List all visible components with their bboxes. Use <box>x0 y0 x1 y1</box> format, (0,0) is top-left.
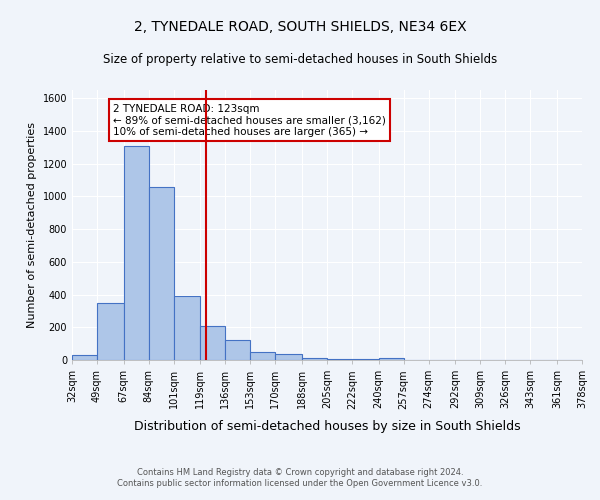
Text: Size of property relative to semi-detached houses in South Shields: Size of property relative to semi-detach… <box>103 52 497 66</box>
Bar <box>275 354 302 360</box>
Text: 2 TYNEDALE ROAD: 123sqm
← 89% of semi-detached houses are smaller (3,162)
10% of: 2 TYNEDALE ROAD: 123sqm ← 89% of semi-de… <box>113 104 386 136</box>
Y-axis label: Number of semi-detached properties: Number of semi-detached properties <box>27 122 37 328</box>
Bar <box>327 359 352 360</box>
Bar <box>352 359 379 360</box>
Bar <box>250 352 275 360</box>
Text: 2, TYNEDALE ROAD, SOUTH SHIELDS, NE34 6EX: 2, TYNEDALE ROAD, SOUTH SHIELDS, NE34 6E… <box>134 20 466 34</box>
Bar <box>200 326 225 360</box>
Bar <box>379 358 404 360</box>
Bar <box>124 146 149 360</box>
Bar <box>302 358 327 360</box>
Bar <box>149 188 174 360</box>
Bar <box>72 355 97 360</box>
Bar <box>97 302 124 360</box>
Bar <box>174 296 200 360</box>
Bar <box>225 340 250 360</box>
X-axis label: Distribution of semi-detached houses by size in South Shields: Distribution of semi-detached houses by … <box>134 420 520 432</box>
Text: Contains HM Land Registry data © Crown copyright and database right 2024.
Contai: Contains HM Land Registry data © Crown c… <box>118 468 482 487</box>
